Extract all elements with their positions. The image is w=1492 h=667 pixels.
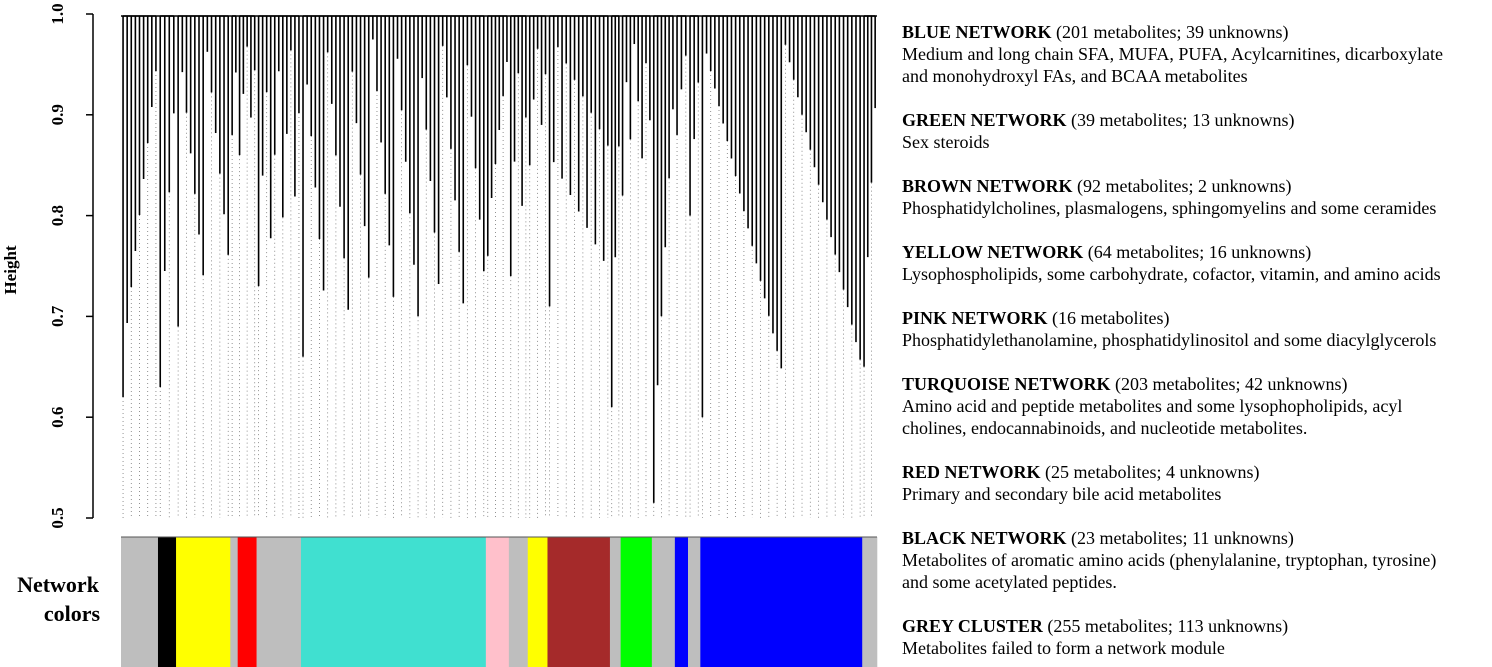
legend-detail: (201 metabolites; 39 unknowns) <box>1056 22 1288 43</box>
legend-name: GREEN NETWORK <box>902 110 1067 130</box>
color-bar-segment <box>700 537 863 667</box>
legend-name: TURQUOISE NETWORK <box>902 374 1111 394</box>
legend-detail: (39 metabolites; 13 unknowns) <box>1071 110 1294 131</box>
color-bar-segment <box>237 537 257 667</box>
legend-description: Primary and secondary bile acid metaboli… <box>902 484 1221 504</box>
legend-detail: (92 metabolites; 2 unknowns) <box>1077 176 1291 197</box>
legend-title: RED NETWORK (25 metabolites; 4 unknowns) <box>902 462 1260 483</box>
legend-description: Phosphatidylcholines, plasmalogens, sphi… <box>902 198 1436 218</box>
legend-name: PINK NETWORK <box>902 308 1048 328</box>
legend-title: GREEN NETWORK (39 metabolites; 13 unknow… <box>902 110 1295 131</box>
legend-name: BROWN NETWORK <box>902 176 1073 196</box>
legend-detail: (23 metabolites; 11 unknowns) <box>1071 528 1294 549</box>
color-bar-segment <box>547 537 611 667</box>
legend-detail: (255 metabolites; 113 unknowns) <box>1047 616 1288 637</box>
legend-description: Sex steroids <box>902 132 990 152</box>
color-bar-segment <box>609 537 621 667</box>
color-bar-segment <box>157 537 177 667</box>
legend-detail: (64 metabolites; 16 unknowns) <box>1088 242 1311 263</box>
y-tick-label: 0.7 <box>48 305 67 327</box>
legend-description: Metabolites failed to form a network mod… <box>902 638 1225 658</box>
legend-description: cholines, endocannabinoids, and nucleoti… <box>902 418 1307 438</box>
legend-detail: (16 metabolites) <box>1052 308 1169 329</box>
color-bar-segment <box>651 537 676 667</box>
color-bar-label: Network <box>17 572 100 597</box>
color-bar-segment <box>121 537 159 667</box>
color-bar-segment <box>620 537 653 667</box>
color-bar-segment <box>862 537 878 667</box>
color-bar-segment <box>300 537 487 667</box>
legend-description: Lysophospholipids, some carbohydrate, co… <box>902 264 1441 284</box>
legend-name: BLACK NETWORK <box>902 528 1067 548</box>
legend-name: RED NETWORK <box>902 462 1041 482</box>
color-bar-segment <box>485 537 510 667</box>
legend-description: and some acetylated peptides. <box>902 572 1117 592</box>
legend-detail: (25 metabolites; 4 unknowns) <box>1045 462 1259 483</box>
y-tick-label: 0.6 <box>48 407 67 428</box>
legend-name: GREY CLUSTER <box>902 616 1044 636</box>
color-bar-segment <box>527 537 548 667</box>
y-tick-label: 1.0 <box>48 3 67 24</box>
legend-description: Metabolites of aromatic amino acids (phe… <box>902 550 1436 571</box>
y-tick-label: 0.9 <box>48 104 67 125</box>
y-tick-label: 0.8 <box>48 205 67 226</box>
color-bar-segment <box>508 537 529 667</box>
legend-detail: (203 metabolites; 42 unknowns) <box>1115 374 1347 395</box>
legend-title: BROWN NETWORK (92 metabolites; 2 unknown… <box>902 176 1292 197</box>
color-bar-label: colors <box>44 601 101 626</box>
legend-title: TURQUOISE NETWORK (203 metabolites; 42 u… <box>902 374 1348 395</box>
legend-name: YELLOW NETWORK <box>902 242 1083 262</box>
color-bar-segment <box>688 537 701 667</box>
legend-title: YELLOW NETWORK (64 metabolites; 16 unkno… <box>902 242 1311 263</box>
legend-description: and monohydroxyl FAs, and BCAA metabolit… <box>902 66 1248 86</box>
legend-description: Medium and long chain SFA, MUFA, PUFA, A… <box>902 44 1443 64</box>
legend-title: GREY CLUSTER (255 metabolites; 113 unkno… <box>902 616 1288 637</box>
legend-title: BLUE NETWORK (201 metabolites; 39 unknow… <box>902 22 1289 43</box>
legend-title: PINK NETWORK (16 metabolites) <box>902 308 1169 329</box>
color-bar-segment <box>176 537 231 667</box>
legend-description: Amino acid and peptide metabolites and s… <box>902 396 1402 416</box>
legend-description: Phosphatidylethanolamine, phosphatidylin… <box>902 330 1436 350</box>
color-bar-segment <box>674 537 689 667</box>
legend-name: BLUE NETWORK <box>902 22 1052 42</box>
color-bar-segment <box>230 537 238 667</box>
legend-title: BLACK NETWORK (23 metabolites; 11 unknow… <box>902 528 1294 549</box>
y-tick-label: 0.5 <box>48 507 67 528</box>
color-bar-segment <box>256 537 302 667</box>
y-axis-label: Height <box>1 245 20 294</box>
